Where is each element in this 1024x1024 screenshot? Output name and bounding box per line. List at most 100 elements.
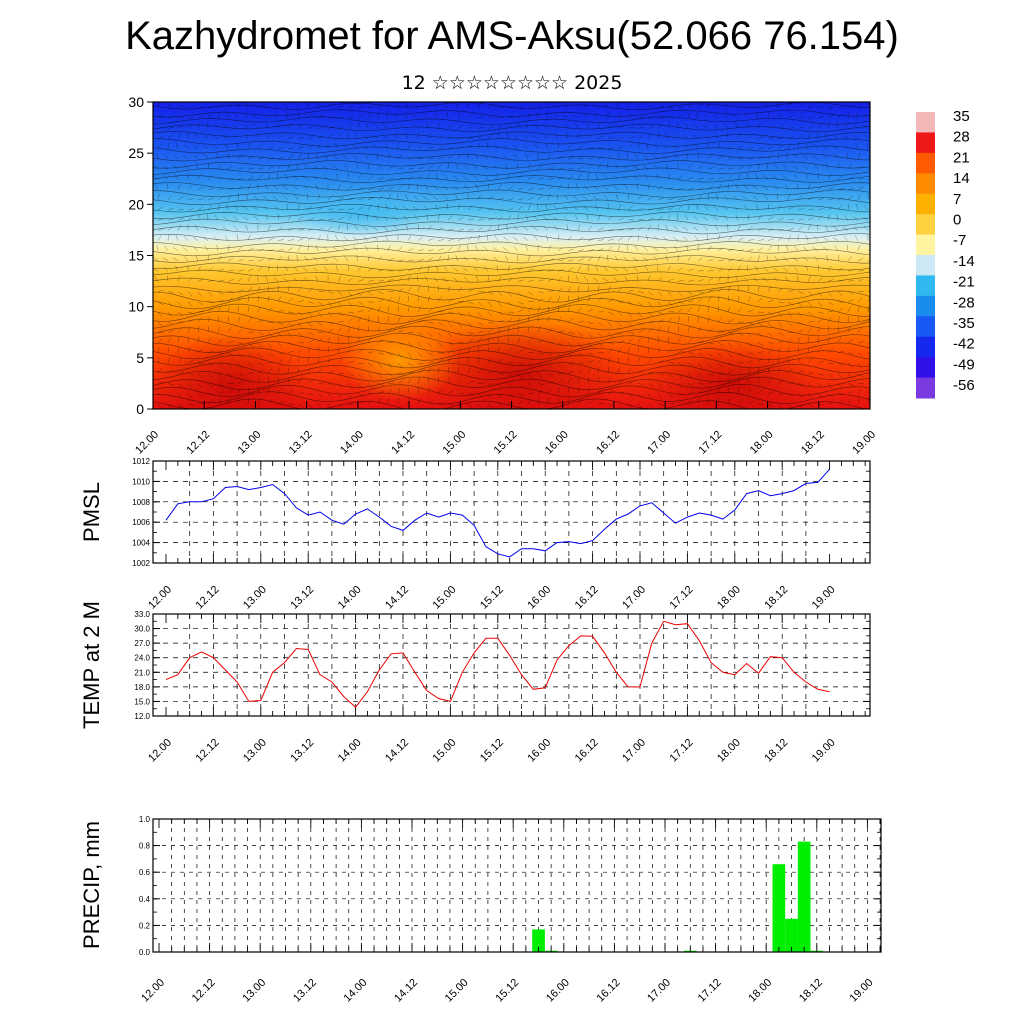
wind-barb [697, 297, 703, 302]
wind-barb [603, 174, 609, 180]
wind-barb [527, 337, 533, 343]
x-tick-label: 14.00 [336, 737, 364, 765]
wind-barb [497, 276, 502, 282]
wind-barb [755, 112, 759, 119]
wind-barb [377, 373, 382, 378]
wind-barb [847, 299, 854, 303]
wind-barb [717, 167, 724, 170]
wind-barb [607, 299, 614, 303]
wind-barb [607, 216, 613, 221]
wind-barb [223, 124, 229, 129]
x-tick-label: 17.00 [620, 737, 648, 765]
wind-barb [387, 186, 394, 190]
wind-barb [157, 368, 162, 374]
wind-barb [367, 399, 373, 404]
wind-barb [637, 321, 644, 326]
wind-barb [707, 296, 712, 302]
wind-barb [167, 226, 173, 231]
wind-barb [382, 134, 389, 139]
wind-barb [627, 403, 632, 409]
wind-barb [393, 133, 399, 139]
wind-barb [487, 275, 490, 282]
wind-barb [847, 383, 854, 387]
wind-barb [677, 316, 681, 323]
wind-barb [607, 311, 614, 315]
wind-barb [557, 269, 564, 272]
wind-barb [497, 132, 500, 139]
wind-barb [193, 155, 199, 160]
wind-streamline [153, 174, 870, 183]
wind-barb [177, 301, 182, 307]
wind-barb [837, 175, 844, 180]
wind-barb [793, 266, 799, 272]
wind-barb [777, 145, 784, 150]
wind-barb [547, 194, 551, 200]
wind-barb [197, 348, 203, 353]
wind-barb [677, 197, 684, 201]
wind-barb [327, 321, 334, 325]
wind-barb [167, 134, 173, 139]
wind-barb [634, 153, 639, 160]
wind-barb [807, 393, 812, 399]
wind-barb [487, 357, 492, 364]
wind-barb [563, 216, 569, 221]
wind-barb [837, 316, 840, 323]
colorbar-segment [916, 336, 935, 358]
wind-barb [433, 277, 439, 282]
wind-barb [317, 290, 325, 292]
wind-barb [397, 316, 401, 323]
wind-barb [167, 142, 170, 149]
wind-barb [197, 206, 204, 211]
wind-barb [407, 143, 412, 149]
wind-barb [593, 195, 599, 201]
wind-barb [714, 224, 719, 231]
wind-barb [747, 248, 754, 252]
wind-barb [397, 329, 404, 333]
wind-barb [437, 367, 440, 374]
wind-barb [637, 207, 644, 211]
wind-barb [657, 197, 664, 201]
wind-barb [397, 305, 399, 313]
wind-barb [287, 367, 289, 374]
wind-barb [867, 260, 870, 262]
wind-barb [735, 275, 739, 282]
wind-barb [257, 259, 264, 262]
wind-barb [743, 276, 749, 282]
wind-barb [497, 224, 500, 231]
wind-barb [407, 183, 411, 190]
wind-barb [293, 267, 299, 272]
wind-barb [517, 316, 521, 323]
wind-barb [797, 226, 803, 231]
wind-barb [287, 285, 290, 292]
wind-barb [667, 173, 671, 180]
wind-barb [192, 236, 199, 241]
wind-barb [767, 229, 774, 231]
wind-barb [537, 269, 544, 272]
wind-barb [777, 218, 784, 221]
wind-barb [757, 357, 762, 364]
wind-barb [427, 308, 433, 313]
wind-barb [597, 156, 604, 160]
wind-barb [687, 338, 693, 343]
wind-barb [827, 348, 833, 353]
wind-barb [486, 142, 489, 149]
wind-barb [687, 188, 694, 190]
wind-barb [207, 393, 214, 395]
wind-barb [387, 194, 391, 200]
wind-barb [743, 185, 749, 190]
wind-barb [687, 383, 694, 387]
heatmap-x-tick-label: 14.12 [389, 429, 417, 457]
wind-barb [477, 127, 484, 129]
wind-barb [483, 154, 489, 160]
wind-barb [846, 153, 849, 160]
wind-barb [397, 397, 399, 404]
wind-barb [347, 277, 353, 282]
wind-barb [627, 126, 634, 129]
wind-barb [717, 155, 724, 160]
wind-barb [427, 367, 432, 374]
wind-barb [587, 308, 594, 313]
wind-streamline [153, 310, 870, 325]
wind-barb [617, 379, 623, 384]
wind-barb [557, 316, 562, 323]
wind-barb [707, 342, 714, 345]
